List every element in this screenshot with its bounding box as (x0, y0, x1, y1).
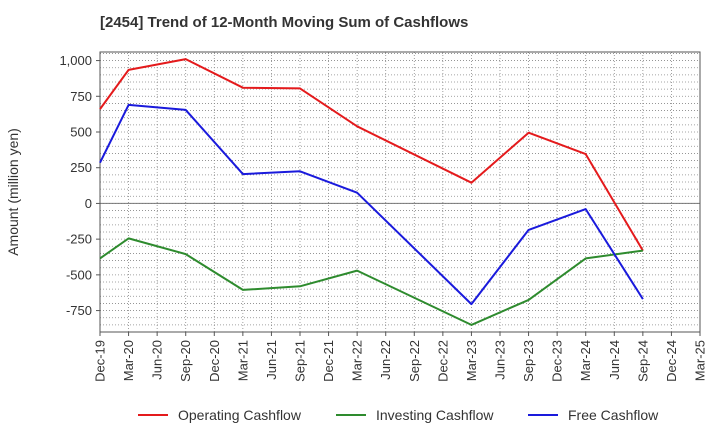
x-tick-label: Sep-23 (521, 340, 536, 382)
y-tick-label: 750 (70, 89, 92, 104)
x-tick-label: Jun-21 (264, 340, 279, 380)
axes (99, 51, 701, 333)
y-tick-labels: 1,000 750 500 250 0 -250 -500 -750 (59, 53, 100, 318)
x-tick-label: Dec-21 (321, 340, 336, 382)
series-line-investing-cashflow (99, 237, 644, 326)
grid-lines (99, 52, 701, 332)
x-tick-label: Mar-22 (350, 340, 365, 381)
y-tick-label: -750 (66, 303, 92, 318)
x-tick-label: Sep-20 (178, 340, 193, 382)
legend: Operating Cashflow Investing Cashflow Free… (138, 407, 659, 423)
x-tick-label: Dec-20 (207, 340, 222, 382)
y-tick-label: -500 (66, 267, 92, 282)
x-tick-label: Jun-22 (378, 340, 393, 380)
legend-label: Free Cashflow (568, 407, 659, 423)
x-tick-labels: Dec-19 Mar-20 Jun-20 Sep-20 Dec-20 Mar-21 Jun-… (93, 332, 708, 382)
x-tick-label: Dec-22 (435, 340, 450, 382)
x-tick-label: Sep-22 (407, 340, 422, 382)
x-tick-label: Jun-20 (150, 340, 165, 380)
legend-label: Operating Cashflow (178, 407, 302, 423)
x-tick-label: Dec-23 (550, 340, 565, 382)
x-tick-label: Sep-21 (293, 340, 308, 382)
y-tick-label: -250 (66, 232, 92, 247)
chart-title: [2454] Trend of 12-Month Moving Sum of C… (100, 14, 469, 31)
y-tick-label: 250 (70, 160, 92, 175)
series-line-free-cashflow (99, 103, 644, 306)
x-tick-label: Mar-25 (693, 340, 708, 381)
x-tick-label: Sep-24 (635, 340, 650, 382)
x-tick-label: Dec-24 (664, 340, 679, 382)
x-tick-label: Mar-20 (121, 340, 136, 381)
x-tick-label: Jun-24 (607, 340, 622, 380)
series-lines (99, 58, 644, 326)
legend-label: Investing Cashflow (376, 407, 494, 423)
x-tick-label: Dec-19 (93, 340, 108, 382)
y-axis-label: Amount (million yen) (5, 128, 21, 256)
x-tick-label: Mar-24 (578, 340, 593, 381)
y-tick-label: 500 (70, 125, 92, 140)
x-tick-label: Mar-21 (235, 340, 250, 381)
plot-frame (99, 51, 701, 333)
x-tick-label: Jun-23 (493, 340, 508, 380)
x-tick-label: Mar-23 (464, 340, 479, 381)
y-tick-label: 0 (85, 196, 92, 211)
y-tick-label: 1,000 (59, 53, 92, 68)
series-line-operating-cashflow (99, 58, 644, 252)
